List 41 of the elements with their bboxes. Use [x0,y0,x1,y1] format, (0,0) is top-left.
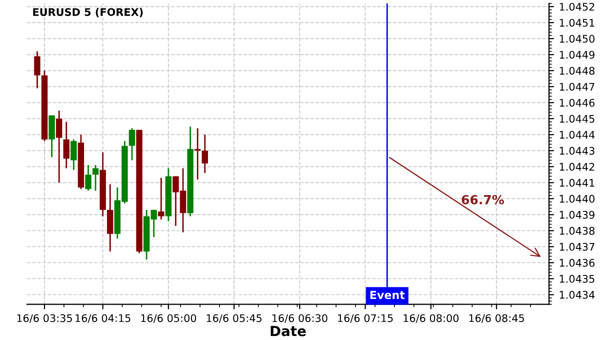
x-tick-label: 16/6 07:15 [338,314,393,323]
chart-title: EURUSD 5 (FOREX) [33,8,143,18]
y-tick-label: 1.0451 [560,18,594,27]
y-tick-label: 1.0450 [560,34,594,43]
y-tick-label: 1.0438 [560,226,594,235]
x-tick-label: 16/6 06:30 [272,314,328,323]
annotation: 66.7% [462,194,504,204]
candlestick [34,50,40,89]
candlestick [56,110,62,184]
ref-line-label: Event [370,290,405,300]
x-tick-label: 16/6 08:45 [469,314,524,323]
y-tick-label: 1.0439 [560,210,594,219]
candlestick [158,177,164,220]
y-tick-label: 1.0436 [560,258,595,267]
x-tick-label: 16/6 08:00 [404,314,459,323]
y-tick-label: 1.0445 [560,114,594,123]
candlestick [63,121,70,169]
x-tick-label: 16/6 04:15 [76,314,130,323]
x-tick-label: 16/6 05:00 [141,314,196,323]
y-tick-label: 1.0437 [560,242,594,251]
y-tick-label: 1.0434 [560,290,595,299]
candlestick [70,138,77,171]
x-tick-label: 16/6 05:45 [206,314,262,323]
y-tick-label: 1.0446 [560,98,595,107]
x-axis-title: Date [270,326,306,336]
y-tick-label: 1.0448 [560,66,594,75]
y-tick-label: 1.0441 [560,178,594,187]
y-tick-label: 1.0443 [560,146,594,155]
candlestick [92,164,99,192]
candlestick [202,134,208,174]
y-tick-label: 1.0447 [560,82,594,91]
y-tick-label: 1.0452 [560,2,594,11]
candlestick [194,128,201,180]
candlestick [128,128,136,161]
x-tick-label: 16/6 03:35 [17,314,72,323]
y-tick-label: 1.0444 [560,130,595,139]
y-tick-label: 1.0449 [560,50,594,59]
y-tick-label: 1.0442 [560,162,594,171]
y-tick-label: 1.0435 [560,274,594,283]
candlestick [85,164,92,192]
y-tick-label: 1.0440 [560,194,594,203]
